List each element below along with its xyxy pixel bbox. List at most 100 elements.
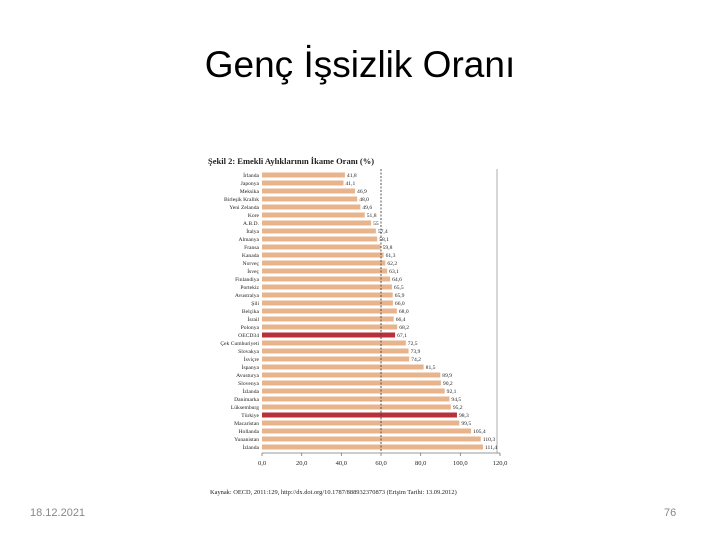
- bar: [262, 196, 358, 202]
- bar: [262, 180, 344, 186]
- x-tick-label: 100,0: [453, 460, 468, 467]
- bar: [262, 172, 345, 178]
- bar: [262, 340, 406, 346]
- category-label: Macaristan: [234, 421, 259, 427]
- category-label: Çek Cumhuriyeti: [220, 341, 259, 347]
- value-label: 105,4: [473, 429, 486, 435]
- category-label: Almanya: [238, 237, 259, 243]
- category-label: Finlandiya: [235, 277, 259, 283]
- value-label: 98,3: [459, 413, 469, 419]
- value-label: 74,2: [411, 357, 421, 363]
- value-label: 66,4: [396, 317, 406, 323]
- bar: [262, 316, 394, 322]
- bar: [262, 308, 397, 314]
- category-label: Kore: [248, 213, 260, 219]
- slide-date: 18.12.2021: [30, 507, 86, 519]
- slide-title: Genç İşsizlik Oranı: [204, 44, 516, 85]
- value-label: 55: [373, 221, 379, 227]
- value-label: 111,4: [485, 445, 497, 451]
- category-label: Japonya: [241, 181, 260, 187]
- bar: [262, 260, 386, 266]
- bar: [262, 188, 356, 194]
- category-label: Kanada: [242, 253, 260, 259]
- bar: [262, 372, 441, 378]
- category-label: Norveç: [243, 261, 260, 267]
- bar: [262, 212, 365, 218]
- category-label: Yunanistan: [234, 437, 259, 443]
- value-label: 46,9: [357, 189, 367, 195]
- category-label: İsveç: [247, 268, 259, 275]
- x-tick-label: 120,0: [493, 460, 508, 467]
- slide-page-number: 76: [664, 507, 677, 519]
- category-label: Slovenya: [238, 381, 259, 387]
- bar: [262, 404, 451, 410]
- bar: [262, 396, 450, 402]
- value-label: 49,6: [362, 205, 372, 211]
- value-label: 62,2: [387, 261, 397, 267]
- value-label: 41,1: [346, 181, 356, 187]
- chart-source-note: Kaynak: OECD, 2011:129, http://dx.doi.or…: [210, 489, 457, 496]
- value-label: 94,5: [451, 397, 461, 403]
- bar: [262, 300, 393, 306]
- value-label: 99,5: [461, 421, 471, 427]
- value-label: 59,8: [383, 245, 393, 251]
- bar: [262, 356, 410, 362]
- category-label: Lüksemburg: [231, 405, 259, 411]
- bar: [262, 204, 361, 210]
- bar: [262, 332, 396, 338]
- category-label: İsrail: [248, 316, 260, 323]
- bar: [262, 364, 424, 370]
- value-label: 58,1: [379, 237, 389, 243]
- bar: [262, 276, 391, 282]
- category-label: Portekiz: [240, 285, 259, 291]
- category-label: Slovakya: [238, 349, 259, 355]
- value-label: 65,9: [395, 293, 405, 299]
- category-label: Hollanda: [238, 429, 259, 435]
- value-label: 73,9: [411, 349, 421, 355]
- category-label: Belçika: [242, 309, 260, 315]
- category-label: Avustralya: [235, 293, 260, 299]
- category-label: İspanya: [242, 364, 260, 371]
- category-label: Şili: [251, 301, 259, 307]
- x-tick-label: 80,0: [415, 460, 426, 467]
- category-label: Fransa: [244, 245, 259, 251]
- x-tick-label: 0,0: [258, 460, 266, 467]
- category-label: Türkiye: [241, 413, 259, 419]
- category-label: Danimarka: [234, 397, 259, 403]
- bar: [262, 220, 372, 226]
- value-label: 92,1: [447, 389, 457, 395]
- category-label: Meksika: [240, 189, 260, 195]
- bar-chart: Şekil 2: Emekli Aylıklarının İkame Oranı…: [200, 150, 520, 500]
- value-label: 51,8: [367, 213, 377, 219]
- bar: [262, 252, 384, 258]
- category-label: İzlanda: [243, 444, 260, 451]
- bar: [262, 228, 376, 234]
- value-label: 61,3: [386, 253, 396, 259]
- category-label: İrlanda: [243, 172, 259, 179]
- bar: [262, 244, 381, 250]
- category-label: Avusturya: [236, 373, 259, 379]
- chart-title: Şekil 2: Emekli Aylıklarının İkame Oranı…: [208, 156, 374, 166]
- bar: [262, 412, 457, 418]
- plot-area: İrlanda 41,8 Japonya 41,1 Meksika 46,9 Birleşi…: [220, 169, 507, 467]
- value-label: 90,2: [443, 381, 453, 387]
- category-label: İzlanda: [243, 388, 260, 395]
- x-tick-label: 40,0: [336, 460, 347, 467]
- bar: [262, 292, 393, 298]
- bar: [262, 428, 472, 434]
- value-label: 66,0: [395, 301, 405, 307]
- value-label: 67,1: [397, 333, 407, 339]
- value-label: 81,5: [426, 365, 436, 371]
- bar: [262, 268, 388, 274]
- category-label: Birleşik Krallık: [224, 197, 259, 203]
- bar: [262, 380, 441, 386]
- bar: [262, 348, 409, 354]
- value-label: 110,3: [483, 437, 496, 443]
- value-label: 63,1: [389, 269, 399, 275]
- bar: [262, 388, 445, 394]
- value-label: 65,5: [394, 285, 404, 291]
- value-label: 72,5: [408, 341, 418, 347]
- bar: [262, 444, 483, 450]
- category-label: A.B.D.: [243, 221, 260, 227]
- bar: [262, 436, 481, 442]
